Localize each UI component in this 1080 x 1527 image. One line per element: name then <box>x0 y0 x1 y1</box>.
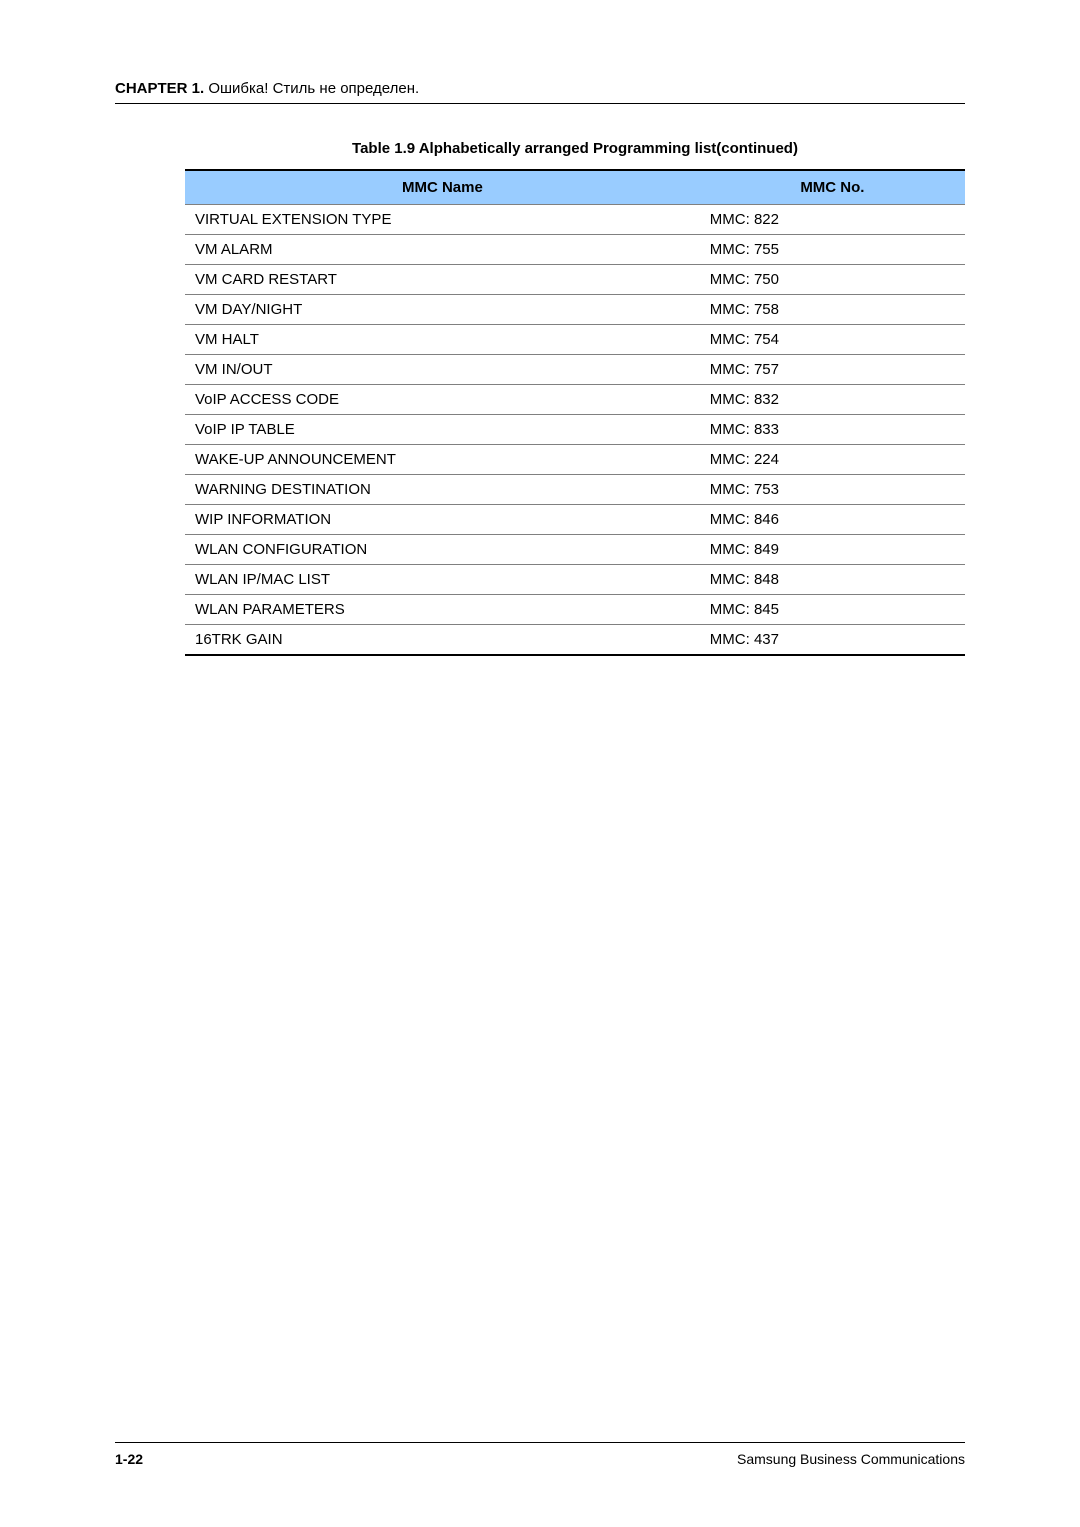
cell-no: MMC: 848 <box>700 565 965 595</box>
footer-rule <box>115 1442 965 1443</box>
cell-name: WARNING DESTINATION <box>185 475 700 505</box>
cell-name: VM HALT <box>185 325 700 355</box>
cell-name: VM DAY/NIGHT <box>185 295 700 325</box>
header-rule <box>115 103 965 104</box>
table-row: VM ALARM MMC: 755 <box>185 235 965 265</box>
cell-name: WAKE-UP ANNOUNCEMENT <box>185 445 700 475</box>
cell-name: VIRTUAL EXTENSION TYPE <box>185 205 700 235</box>
cell-name: WLAN CONFIGURATION <box>185 535 700 565</box>
table-row: WARNING DESTINATION MMC: 753 <box>185 475 965 505</box>
mmc-table: MMC Name MMC No. VIRTUAL EXTENSION TYPE … <box>185 169 965 656</box>
cell-no: MMC: 757 <box>700 355 965 385</box>
cell-no: MMC: 224 <box>700 445 965 475</box>
table-header-row: MMC Name MMC No. <box>185 170 965 205</box>
table-row: 16TRK GAIN MMC: 437 <box>185 625 965 656</box>
table-row: VoIP IP TABLE MMC: 833 <box>185 415 965 445</box>
table-row: WLAN CONFIGURATION MMC: 849 <box>185 535 965 565</box>
cell-name: WLAN IP/MAC LIST <box>185 565 700 595</box>
cell-name: VoIP IP TABLE <box>185 415 700 445</box>
cell-name: WIP INFORMATION <box>185 505 700 535</box>
col-header-no: MMC No. <box>700 170 965 205</box>
table-row: VM IN/OUT MMC: 757 <box>185 355 965 385</box>
cell-no: MMC: 753 <box>700 475 965 505</box>
cell-no: MMC: 754 <box>700 325 965 355</box>
cell-name: VM ALARM <box>185 235 700 265</box>
footer-right: Samsung Business Communications <box>737 1451 965 1467</box>
cell-no: MMC: 750 <box>700 265 965 295</box>
table-row: WLAN PARAMETERS MMC: 845 <box>185 595 965 625</box>
table-row: VM CARD RESTART MMC: 750 <box>185 265 965 295</box>
table-row: WIP INFORMATION MMC: 846 <box>185 505 965 535</box>
cell-no: MMC: 833 <box>700 415 965 445</box>
content-area: Table 1.9 Alphabetically arranged Progra… <box>185 140 965 656</box>
table-row: WLAN IP/MAC LIST MMC: 848 <box>185 565 965 595</box>
footer-row: 1-22 Samsung Business Communications <box>115 1451 965 1467</box>
table-row: VIRTUAL EXTENSION TYPE MMC: 822 <box>185 205 965 235</box>
table-row: VoIP ACCESS CODE MMC: 832 <box>185 385 965 415</box>
chapter-label: CHAPTER 1. <box>115 80 204 97</box>
page-header: CHAPTER 1. Ошибка! Стиль не определен. <box>115 80 965 97</box>
cell-no: MMC: 437 <box>700 625 965 656</box>
document-page: CHAPTER 1. Ошибка! Стиль не определен. T… <box>0 0 1080 1527</box>
table-row: VM HALT MMC: 754 <box>185 325 965 355</box>
cell-no: MMC: 846 <box>700 505 965 535</box>
cell-name: 16TRK GAIN <box>185 625 700 656</box>
cell-name: VM CARD RESTART <box>185 265 700 295</box>
cell-no: MMC: 845 <box>700 595 965 625</box>
table-row: WAKE-UP ANNOUNCEMENT MMC: 224 <box>185 445 965 475</box>
cell-no: MMC: 849 <box>700 535 965 565</box>
table-caption: Table 1.9 Alphabetically arranged Progra… <box>185 140 965 157</box>
page-number: 1-22 <box>115 1451 143 1467</box>
cell-name: WLAN PARAMETERS <box>185 595 700 625</box>
table-row: VM DAY/NIGHT MMC: 758 <box>185 295 965 325</box>
cell-name: VM IN/OUT <box>185 355 700 385</box>
cell-no: MMC: 758 <box>700 295 965 325</box>
page-footer: 1-22 Samsung Business Communications <box>115 1442 965 1467</box>
chapter-rest: Ошибка! Стиль не определен. <box>204 80 419 97</box>
cell-no: MMC: 755 <box>700 235 965 265</box>
cell-no: MMC: 822 <box>700 205 965 235</box>
col-header-name: MMC Name <box>185 170 700 205</box>
cell-no: MMC: 832 <box>700 385 965 415</box>
cell-name: VoIP ACCESS CODE <box>185 385 700 415</box>
